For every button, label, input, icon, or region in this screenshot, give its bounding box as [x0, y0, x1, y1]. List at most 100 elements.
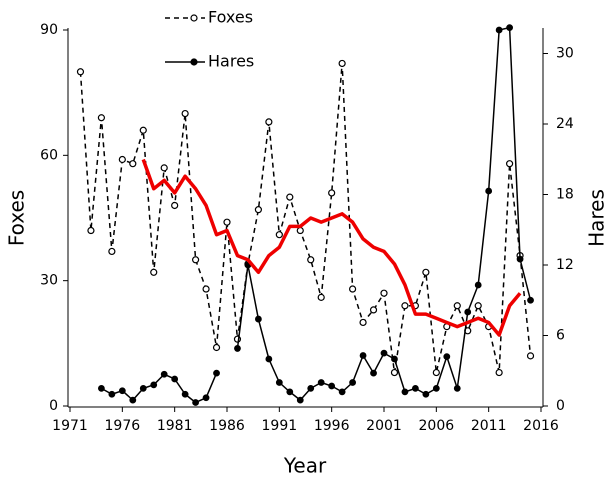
series-line: [101, 26, 532, 404]
point: [192, 256, 200, 264]
point: [380, 349, 388, 357]
x-tick-label: 1996: [314, 418, 350, 434]
point: [495, 368, 503, 377]
y-tick-label: 30: [40, 273, 58, 289]
x-tick-label: 2006: [419, 418, 455, 434]
y-tick-label: 90: [40, 22, 58, 38]
point: [118, 155, 126, 164]
point: [390, 368, 399, 377]
legend-marker: [190, 58, 198, 66]
y2-tick-label: 18: [556, 187, 574, 203]
point: [286, 193, 294, 201]
point: [453, 384, 461, 392]
x-tick-label: 1971: [52, 418, 88, 434]
point: [181, 109, 189, 118]
point: [422, 390, 430, 398]
y2-axis-label: Hares: [585, 189, 609, 247]
point: [160, 164, 168, 172]
x-tick-label: 2001: [366, 418, 402, 434]
legend-label: Foxes: [208, 8, 253, 27]
point: [380, 289, 388, 297]
point: [369, 306, 378, 314]
point: [150, 381, 158, 389]
point: [328, 189, 336, 197]
point: [474, 302, 482, 310]
point: [296, 396, 304, 404]
point: [171, 375, 179, 383]
y2-tick-label: 12: [556, 257, 574, 273]
x-tick-label: 2016: [523, 418, 559, 434]
point: [202, 394, 210, 402]
point: [359, 352, 367, 359]
point: [328, 382, 336, 390]
y-tick-label: 60: [40, 147, 58, 163]
point: [275, 379, 283, 386]
point: [76, 68, 85, 76]
y2-tick-label: 30: [556, 46, 574, 62]
point: [171, 201, 179, 210]
point: [526, 352, 535, 360]
point: [401, 302, 409, 310]
point: [474, 281, 482, 289]
legend-marker: [190, 14, 198, 22]
point: [516, 255, 524, 263]
point: [349, 379, 357, 386]
point: [286, 388, 294, 396]
point: [432, 384, 440, 392]
point: [160, 370, 168, 378]
point: [265, 118, 273, 126]
point: [118, 387, 126, 395]
y-axis-label: Foxes: [5, 190, 29, 246]
point: [97, 384, 105, 392]
y-tick-label: 0: [49, 398, 58, 414]
point: [401, 388, 409, 396]
point: [275, 231, 283, 239]
point: [296, 226, 304, 235]
point: [453, 302, 461, 310]
point: [359, 318, 367, 327]
point: [506, 24, 514, 32]
y2-tick-label: 6: [556, 328, 565, 344]
point: [527, 296, 534, 304]
point: [485, 187, 493, 195]
point: [108, 247, 116, 256]
point: [338, 388, 346, 396]
point: [97, 114, 106, 122]
point: [192, 399, 200, 406]
point: [223, 218, 231, 226]
point: [139, 384, 147, 392]
point: [254, 206, 262, 214]
legend-label: Hares: [208, 52, 254, 71]
point: [181, 390, 189, 398]
point: [506, 160, 514, 168]
y2-tick-label: 0: [556, 398, 565, 414]
point: [370, 369, 377, 377]
point: [87, 226, 95, 235]
point: [234, 345, 241, 352]
point: [202, 285, 210, 293]
point: [150, 268, 158, 276]
point: [254, 315, 262, 323]
x-tick-label: 1991: [262, 418, 298, 434]
point: [108, 390, 116, 398]
x-tick-label: 1976: [105, 418, 141, 434]
point: [338, 59, 346, 68]
point: [464, 308, 472, 316]
point: [213, 369, 220, 377]
point: [495, 26, 503, 34]
point: [139, 126, 147, 134]
point: [129, 396, 137, 404]
point: [212, 343, 221, 352]
point: [349, 285, 357, 293]
point: [391, 355, 398, 363]
point: [307, 384, 315, 392]
point: [129, 160, 137, 168]
x-axis-label: Year: [283, 454, 327, 478]
x-tick-label: 1981: [157, 418, 193, 434]
y2-tick-label: 24: [556, 116, 574, 132]
series-line: [141, 158, 522, 337]
point: [412, 384, 419, 392]
point: [317, 293, 325, 301]
point: [307, 256, 315, 264]
